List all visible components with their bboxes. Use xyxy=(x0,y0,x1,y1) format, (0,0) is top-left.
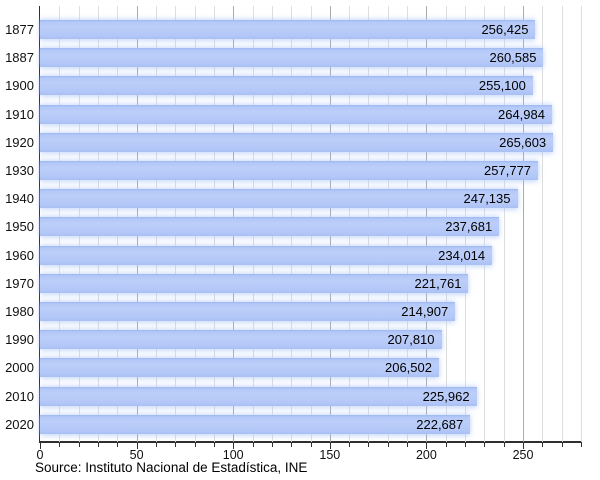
bar-1900 xyxy=(40,76,533,96)
major-gridline xyxy=(523,6,525,442)
bar-value-label: 257,777 xyxy=(484,163,532,178)
bar-value-label: 260,585 xyxy=(489,50,537,66)
bar-1960 xyxy=(40,245,493,265)
bar-1970 xyxy=(40,273,469,293)
x-axis-minor-tick xyxy=(252,442,254,447)
year-tick-label: 1920 xyxy=(5,134,34,150)
minor-gridline xyxy=(561,6,563,442)
x-axis-major-tick xyxy=(233,442,235,449)
year-tick-label: 2000 xyxy=(5,360,34,376)
x-axis-minor-tick xyxy=(387,442,389,447)
year-tick-label: 1900 xyxy=(5,78,34,94)
minor-gridline xyxy=(542,6,544,442)
year-tick-label: 1940 xyxy=(5,191,34,207)
x-axis-major-tick xyxy=(426,442,428,449)
x-axis-minor-tick xyxy=(175,442,177,447)
bar-1980 xyxy=(40,302,456,321)
bar-2010 xyxy=(40,386,477,406)
x-axis-minor-tick xyxy=(581,442,582,447)
bar-2020 xyxy=(40,414,471,434)
bar-2000 xyxy=(40,358,439,378)
bar-1990 xyxy=(40,330,442,350)
bar-1930 xyxy=(40,161,539,180)
year-tick-label: 1960 xyxy=(5,247,34,263)
bar-1920 xyxy=(40,132,554,152)
bar-value-label: 214,907 xyxy=(401,304,449,319)
bar-1950 xyxy=(40,217,500,237)
year-tick-label: 2010 xyxy=(5,388,34,404)
bar-1887 xyxy=(40,48,544,68)
bar-1940 xyxy=(40,189,518,209)
year-tick-label: 1910 xyxy=(5,106,34,122)
x-axis-minor-tick xyxy=(368,442,370,447)
source-caption: Source: Instituto Nacional de Estadístic… xyxy=(35,460,308,475)
bar-value-label: 237,681 xyxy=(445,219,493,235)
bar-value-label: 225,962 xyxy=(422,388,470,404)
y-axis-line xyxy=(38,6,40,443)
x-axis-minor-tick xyxy=(445,442,447,447)
x-axis-minor-tick xyxy=(465,442,467,447)
bar-value-label: 255,100 xyxy=(478,78,526,94)
bar-value-label: 247,135 xyxy=(463,191,511,207)
bar-value-label: 207,810 xyxy=(387,332,435,348)
bar-value-label: 221,761 xyxy=(414,275,462,291)
x-axis-major-tick xyxy=(523,442,525,449)
x-axis-minor-tick xyxy=(194,442,196,447)
bar-1910 xyxy=(40,104,552,124)
x-axis-minor-tick xyxy=(349,442,351,447)
minor-gridline xyxy=(581,6,582,442)
x-axis-tick-label: 200 xyxy=(415,448,437,462)
x-axis-minor-tick xyxy=(213,442,215,447)
x-axis-minor-tick xyxy=(407,442,409,447)
x-axis-major-tick xyxy=(136,442,138,449)
x-axis-minor-tick xyxy=(78,442,80,447)
x-axis-line xyxy=(38,441,582,443)
x-axis-minor-tick xyxy=(310,442,312,447)
year-tick-label: 1970 xyxy=(5,275,34,291)
year-tick-label: 1990 xyxy=(5,332,34,348)
bar-value-label: 265,603 xyxy=(499,134,547,150)
bar-value-label: 256,425 xyxy=(481,22,529,37)
x-axis-minor-tick xyxy=(561,442,563,447)
year-tick-label: 2020 xyxy=(5,416,34,432)
x-axis-minor-tick xyxy=(271,442,273,447)
bar-1877 xyxy=(40,20,536,39)
x-axis-tick-label: 100 xyxy=(222,448,244,462)
bar-value-label: 234,014 xyxy=(438,247,486,263)
x-axis-minor-tick xyxy=(117,442,119,447)
bar-value-label: 264,984 xyxy=(497,106,545,122)
x-axis-minor-tick xyxy=(291,442,293,447)
minor-gridline xyxy=(503,6,505,442)
x-axis-tick-label: 50 xyxy=(129,448,144,462)
x-axis-tick-label: 0 xyxy=(36,448,44,462)
x-axis-minor-tick xyxy=(542,442,544,447)
x-axis-minor-tick xyxy=(59,442,61,447)
x-axis-major-tick xyxy=(40,442,41,449)
year-tick-label: 1930 xyxy=(5,163,34,178)
x-axis-major-tick xyxy=(329,442,331,449)
x-axis-minor-tick xyxy=(484,442,486,447)
bar-value-label: 222,687 xyxy=(416,416,464,432)
year-tick-label: 1980 xyxy=(5,304,34,319)
year-tick-label: 1877 xyxy=(5,22,34,37)
year-tick-label: 1887 xyxy=(5,50,34,66)
x-axis-minor-tick xyxy=(97,442,99,447)
x-axis-tick-label: 250 xyxy=(512,448,534,462)
x-axis-tick-label: 150 xyxy=(319,448,341,462)
bar-value-label: 206,502 xyxy=(384,360,432,376)
x-axis-minor-tick xyxy=(503,442,505,447)
x-axis-minor-tick xyxy=(155,442,157,447)
year-tick-label: 1950 xyxy=(5,219,34,235)
